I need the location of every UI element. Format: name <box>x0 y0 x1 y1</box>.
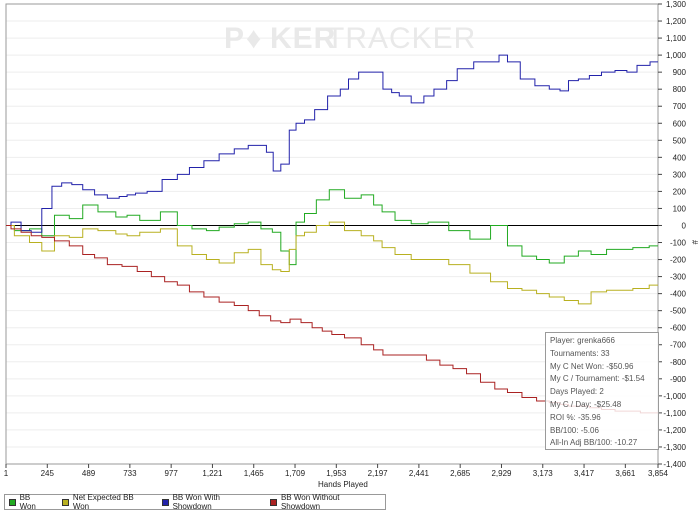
y-tick-label: 600 <box>673 119 687 128</box>
stat-player: Player: grenka666 <box>550 336 615 345</box>
y-tick-label: -400 <box>670 290 687 299</box>
x-tick-label: 1 <box>4 469 9 478</box>
stat-per-tournament: My C / Tournament: -$1.54 <box>550 374 645 384</box>
stat-days-played: Days Played: 2 <box>550 387 604 397</box>
x-tick-label: 3,417 <box>574 469 595 478</box>
stats-box: Player: grenka666 Tournaments: 33 My C N… <box>545 332 659 450</box>
x-tick-label: 2,929 <box>491 469 512 478</box>
legend-swatch <box>270 498 277 506</box>
series-line-2 <box>6 54 658 233</box>
legend-swatch <box>62 498 69 506</box>
legend-item-without-showdown[interactable]: BB Won Without Showdown <box>270 493 373 511</box>
y-tick-label: -600 <box>670 324 687 333</box>
legend-label: BB Won <box>19 493 36 511</box>
y-tick-label: -900 <box>670 375 687 384</box>
y-tick-label: -1,200 <box>663 426 686 435</box>
legend-item-bb-won[interactable]: BB Won <box>9 493 46 511</box>
x-tick-label: 977 <box>164 469 178 478</box>
series-line-1 <box>6 221 658 305</box>
y-tick-label: -700 <box>670 341 687 350</box>
y-tick-label: 900 <box>673 68 687 77</box>
legend-label: Net Expected BB Won <box>72 493 134 511</box>
x-tick-label: 2,441 <box>409 469 430 478</box>
legend-swatch <box>9 498 16 506</box>
y-tick-label: 1,200 <box>666 17 687 26</box>
y-tick-label: 1,300 <box>666 0 687 9</box>
watermark-text-mid: KER <box>270 22 336 55</box>
stat-net-won: My C Net Won: -$50.96 <box>550 361 634 371</box>
stat-per-day: My C / Day: -$25.48 <box>550 399 622 409</box>
y-tick-label: -100 <box>670 239 687 248</box>
y-tick-label: 200 <box>673 187 687 196</box>
y-axis: 1,300 1,200 1,100 1,000 900 800 700 600 500 400 30… <box>658 0 687 469</box>
x-tick-label: 245 <box>41 469 55 478</box>
x-axis: 1 245 489 733 977 1,221 1,465 1,709 1,953 2,197 2,… <box>4 464 669 478</box>
y-tick-label: 100 <box>673 204 687 213</box>
y-tick-label: 1,000 <box>666 51 687 60</box>
watermark-text-left: P <box>224 22 245 55</box>
x-tick-label: 1,465 <box>244 469 265 478</box>
legend-item-net-expected[interactable]: Net Expected BB Won <box>62 493 146 511</box>
plot-frame <box>5 3 659 465</box>
stat-roi: ROI %: -35.96 <box>550 412 601 422</box>
y-tick-label: -500 <box>670 307 687 316</box>
y-tick-label: -1,300 <box>663 443 686 452</box>
stat-allin-bb100: All-In Adj BB/100: -10.27 <box>550 438 638 448</box>
legend: BB Won Net Expected BB Won BB Won With S… <box>4 493 386 511</box>
poker-chip-icon: ♦ <box>246 22 262 55</box>
legend-item-with-showdown[interactable]: BB Won With Showdown <box>161 493 254 511</box>
x-tick-label: 1,709 <box>285 469 306 478</box>
y-tick-label: 400 <box>673 153 687 162</box>
x-tick-label: 3,854 <box>648 469 669 478</box>
x-tick-label: 3,661 <box>615 469 636 478</box>
watermark-text-right: TRACKER <box>326 22 476 55</box>
x-tick-label: 733 <box>123 469 137 478</box>
legend-label: BB Won With Showdown <box>172 493 220 511</box>
x-tick-label: 489 <box>82 469 96 478</box>
stat-tournaments: Tournaments: 33 <box>550 348 610 358</box>
x-tick-label: 3,173 <box>533 469 554 478</box>
y-tick-label: 300 <box>673 170 687 179</box>
watermark: P ♦ KER TRACKER <box>224 22 476 55</box>
y-axis-title: # <box>690 240 699 245</box>
y-tick-label: 0 <box>682 221 687 230</box>
y-tick-label: -1,100 <box>663 409 686 418</box>
y-tick-label: 700 <box>673 102 687 111</box>
y-tick-label: -200 <box>670 256 687 265</box>
legend-label: BB Won Without Showdown <box>280 493 340 511</box>
y-tick-label: -800 <box>670 358 687 367</box>
x-tick-label: 1,953 <box>326 469 347 478</box>
y-tick-label: 500 <box>673 136 687 145</box>
x-axis-title: Hands Played <box>318 480 368 489</box>
x-tick-label: 2,197 <box>368 469 389 478</box>
y-tick-label: -1,400 <box>663 460 686 469</box>
y-tick-label: -1,000 <box>663 392 686 401</box>
x-tick-label: 1,221 <box>202 469 223 478</box>
y-tick-label: 800 <box>673 85 687 94</box>
stat-bb100: BB/100: -5.06 <box>550 425 599 435</box>
y-tick-label: -300 <box>670 273 687 282</box>
x-tick-label: 2,685 <box>450 469 471 478</box>
y-tick-label: 1,100 <box>666 34 687 43</box>
series-line-0 <box>6 189 658 266</box>
legend-swatch <box>161 498 169 506</box>
